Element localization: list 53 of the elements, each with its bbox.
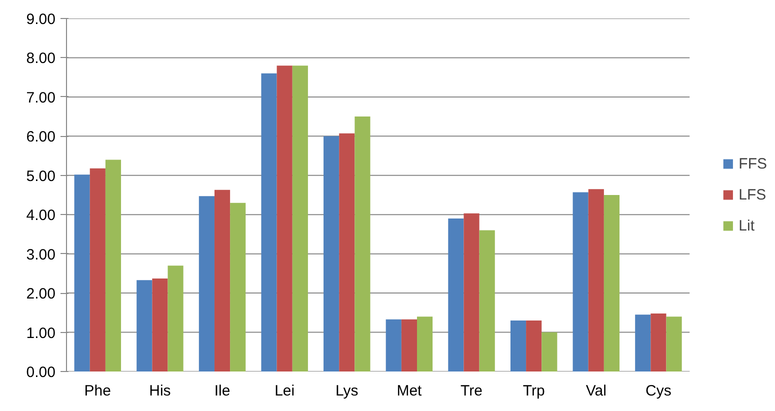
bar xyxy=(324,136,340,372)
bar xyxy=(542,332,558,372)
x-tick-label: Lei xyxy=(274,382,295,400)
bar xyxy=(479,230,495,372)
legend-label: LFS xyxy=(738,186,766,203)
bar xyxy=(90,168,106,372)
bar xyxy=(292,66,308,372)
bar xyxy=(464,213,480,372)
x-tick-label: Tre xyxy=(460,382,483,400)
bar xyxy=(339,133,355,372)
bar xyxy=(152,278,168,372)
bar xyxy=(214,190,230,372)
bar xyxy=(354,116,370,372)
y-tick-label: 2.00 xyxy=(26,286,56,303)
y-tick-label: 9.00 xyxy=(26,11,56,28)
x-tick-label: Ile xyxy=(214,382,230,400)
bar xyxy=(136,280,152,372)
bar xyxy=(261,73,277,372)
bar xyxy=(526,320,542,372)
bar xyxy=(448,218,464,372)
x-tick-label: Lys xyxy=(336,382,358,400)
y-tick-label: 6.00 xyxy=(26,128,56,146)
y-tick-label: 8.00 xyxy=(26,50,56,68)
bar xyxy=(276,66,292,372)
bar xyxy=(168,266,184,372)
bar xyxy=(401,319,417,372)
bar xyxy=(635,314,651,372)
bar xyxy=(604,195,620,372)
legend-label: FFS xyxy=(738,155,767,172)
x-tick-label: Met xyxy=(396,382,423,400)
bar xyxy=(386,319,402,372)
bar xyxy=(650,313,666,372)
bar xyxy=(198,196,214,372)
legend-label: Lit xyxy=(738,217,756,234)
x-tick-label: Cys xyxy=(646,382,672,400)
bar xyxy=(417,316,433,372)
y-tick-label: 3.00 xyxy=(26,246,56,264)
bar xyxy=(74,174,90,372)
y-tick-label: 4.00 xyxy=(26,207,56,224)
bar xyxy=(572,192,588,372)
y-tick-label: 7.00 xyxy=(26,89,56,106)
bar xyxy=(588,189,604,372)
x-tick-label: Phe xyxy=(84,382,112,400)
bar xyxy=(230,202,246,372)
x-tick-label: Val xyxy=(586,382,606,400)
x-tick-label: Trp xyxy=(522,382,545,400)
x-tick-label: His xyxy=(149,382,171,400)
bar xyxy=(510,320,526,372)
bar xyxy=(666,316,682,372)
y-tick-label: 1.00 xyxy=(26,324,56,342)
bar xyxy=(105,160,122,372)
y-tick-label: 0.00 xyxy=(26,364,56,381)
y-tick-label: 5.00 xyxy=(26,168,56,185)
